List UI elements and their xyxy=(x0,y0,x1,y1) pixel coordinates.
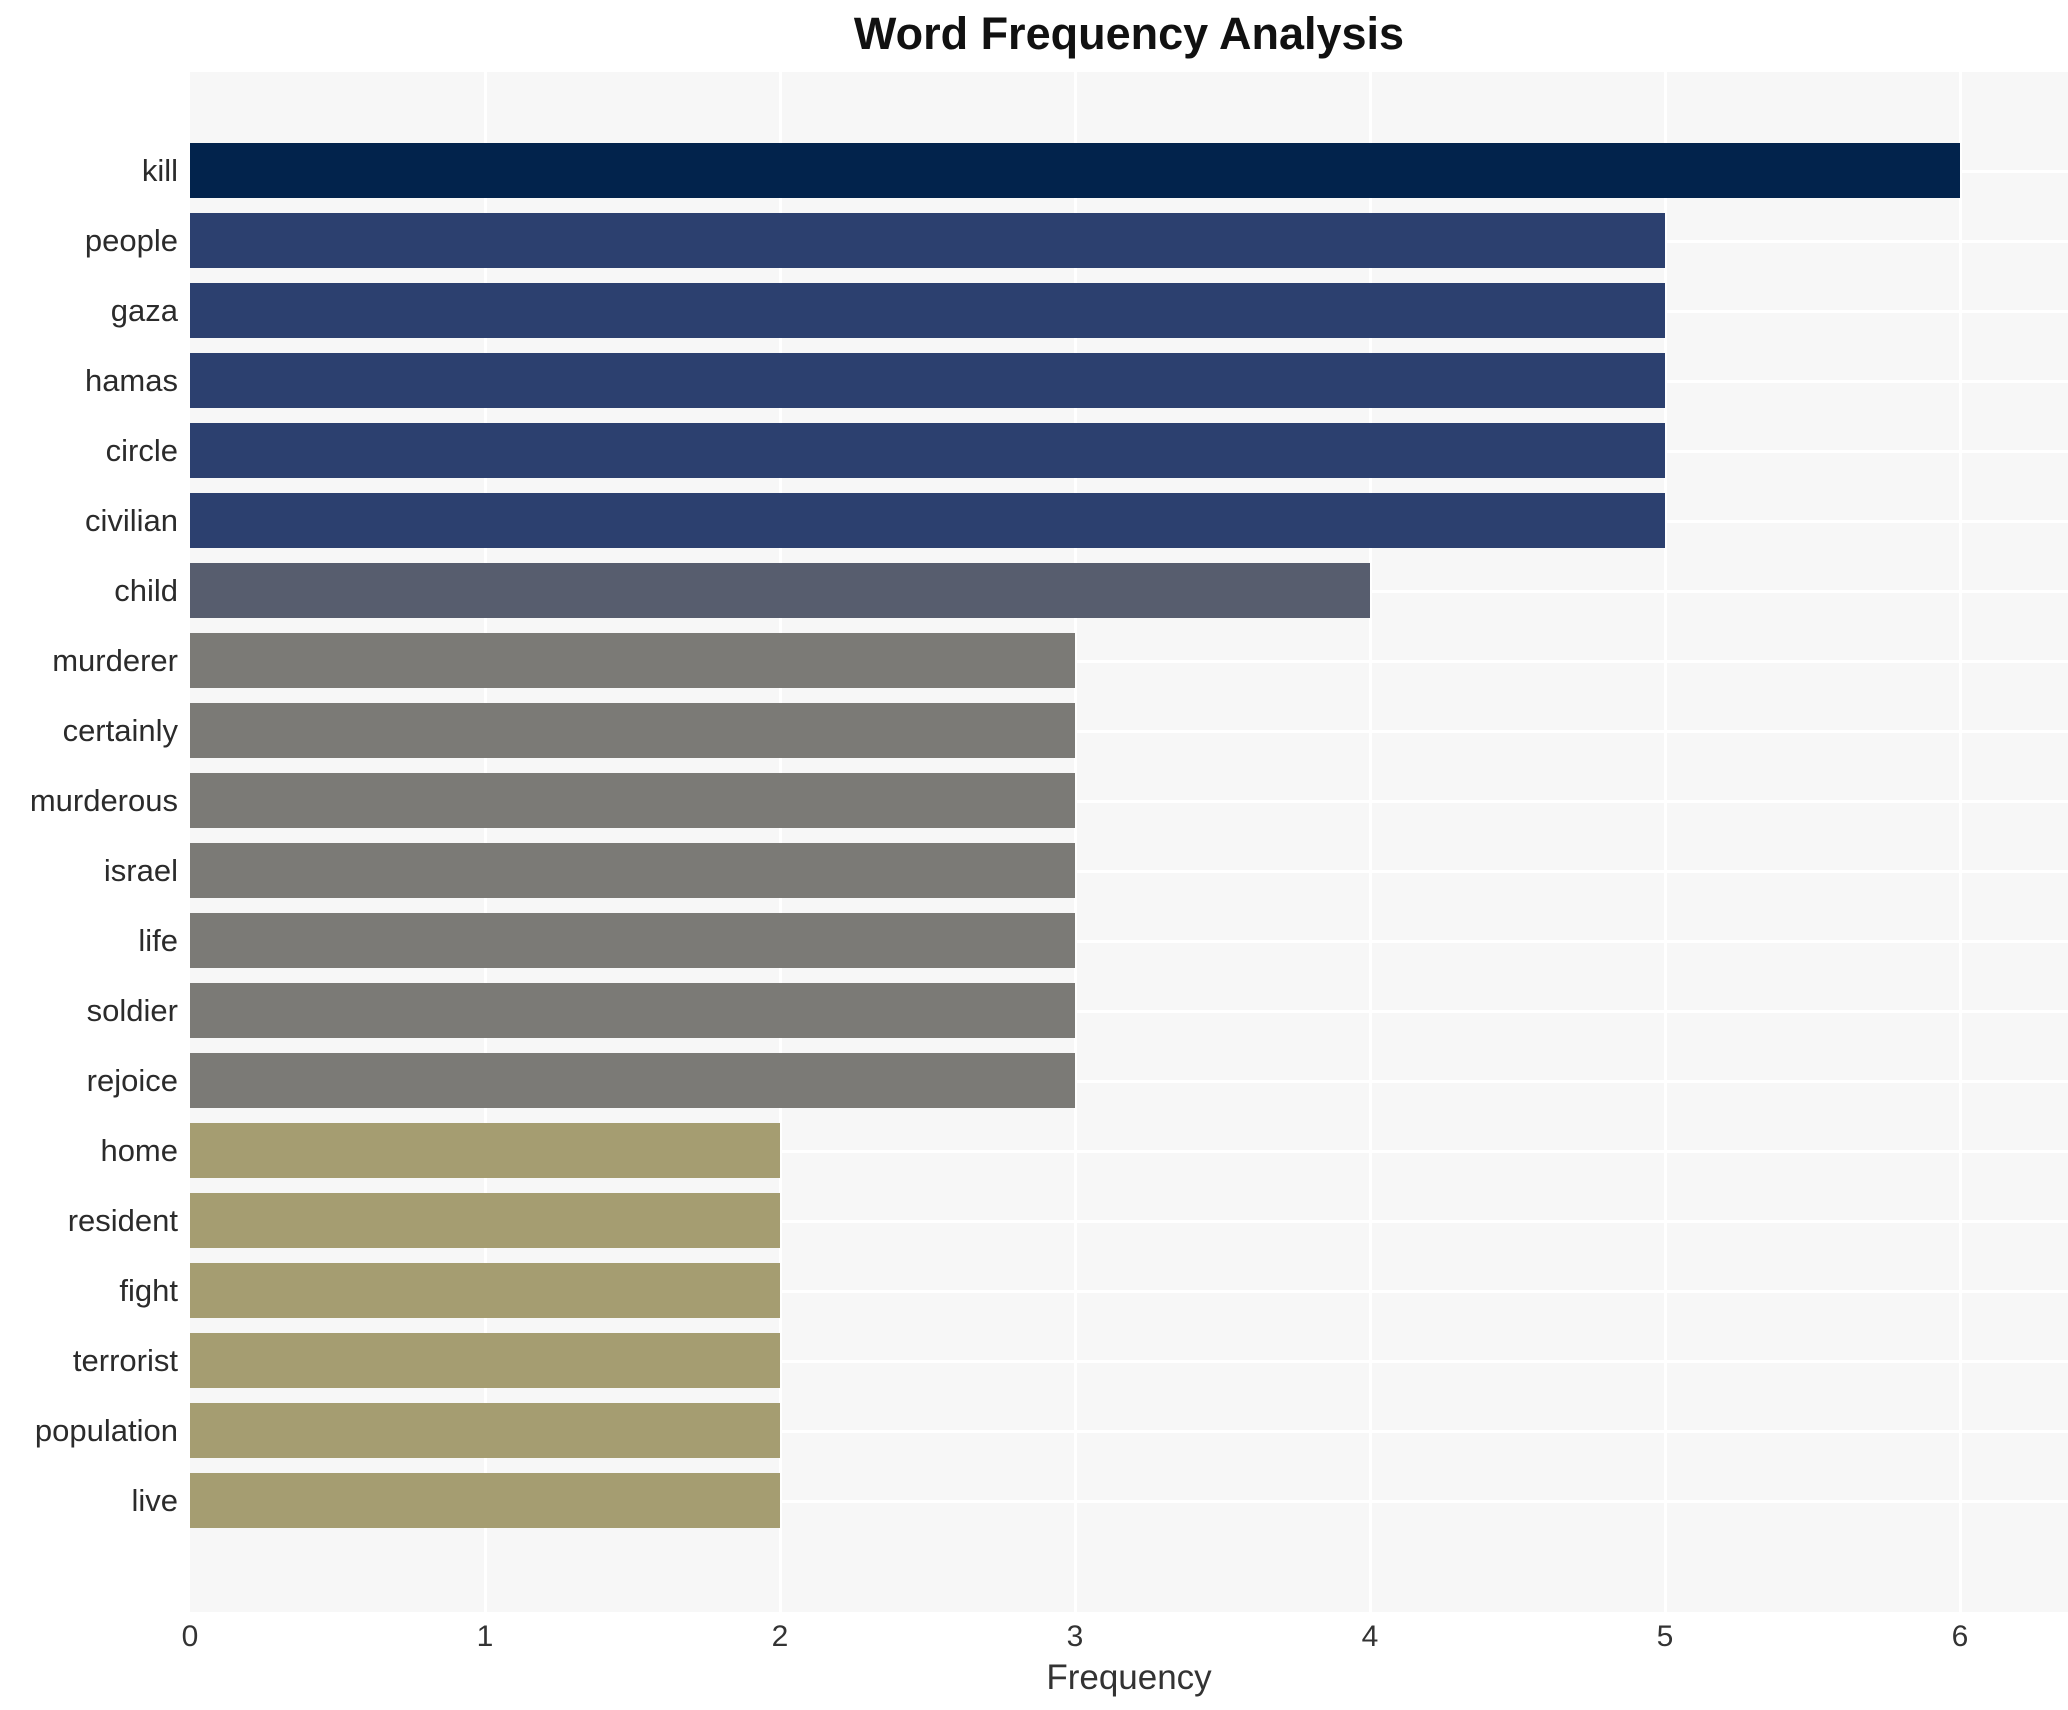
bar-life xyxy=(190,913,1075,968)
x-tick-label: 4 xyxy=(1361,1620,1379,1653)
gridline-horizontal xyxy=(190,1150,2068,1153)
bar-kill xyxy=(190,143,1960,198)
bar-fight xyxy=(190,1263,780,1318)
y-axis-label: home xyxy=(100,1133,178,1168)
bar-people xyxy=(190,213,1665,268)
y-axis-label: fight xyxy=(119,1273,178,1308)
bar-civilian xyxy=(190,493,1665,548)
y-axis-label: circle xyxy=(105,433,178,468)
gridline-vertical xyxy=(1369,72,1372,1612)
gridline-horizontal xyxy=(190,940,2068,943)
y-axis-label: rejoice xyxy=(86,1063,178,1098)
y-axis-label: life xyxy=(138,923,178,958)
bar-murderous xyxy=(190,773,1075,828)
gridline-vertical xyxy=(1959,72,1962,1612)
x-tick-label: 1 xyxy=(476,1620,494,1653)
y-axis-label: live xyxy=(131,1483,178,1518)
y-axis-label: gaza xyxy=(110,293,178,328)
y-axis-label: terrorist xyxy=(72,1343,178,1378)
gridline-horizontal xyxy=(190,1010,2068,1013)
gridline-horizontal xyxy=(190,1220,2068,1223)
bar-circle xyxy=(190,423,1665,478)
y-axis-label: civilian xyxy=(84,503,178,538)
bar-hamas xyxy=(190,353,1665,408)
y-axis-label: child xyxy=(114,573,178,608)
x-tick-label: 2 xyxy=(771,1620,789,1653)
y-axis-label: murderous xyxy=(29,783,178,818)
x-tick-label: 5 xyxy=(1656,1620,1674,1653)
plot-area xyxy=(190,72,2068,1612)
y-axis-label: certainly xyxy=(62,713,178,748)
bar-israel xyxy=(190,843,1075,898)
gridline-vertical xyxy=(484,72,487,1612)
gridline-horizontal xyxy=(190,660,2068,663)
bar-live xyxy=(190,1473,780,1528)
x-tick-label: 6 xyxy=(1951,1620,1969,1653)
bar-resident xyxy=(190,1193,780,1248)
bar-rejoice xyxy=(190,1053,1075,1108)
gridline-horizontal xyxy=(190,800,2068,803)
gridline-vertical xyxy=(1664,72,1667,1612)
gridline-horizontal xyxy=(190,1500,2068,1503)
y-axis-label: hamas xyxy=(84,363,178,398)
x-tick-label: 0 xyxy=(181,1620,199,1653)
y-axis-label: people xyxy=(84,223,178,258)
bar-population xyxy=(190,1403,780,1458)
bar-gaza xyxy=(190,283,1665,338)
y-axis-label: murderer xyxy=(52,643,178,678)
bar-murderer xyxy=(190,633,1075,688)
y-axis-label: soldier xyxy=(86,993,178,1028)
bar-certainly xyxy=(190,703,1075,758)
bar-home xyxy=(190,1123,780,1178)
gridline-vertical xyxy=(779,72,782,1612)
x-axis-title: Frequency xyxy=(1046,1658,1212,1697)
gridline-horizontal xyxy=(190,1430,2068,1433)
y-axis-label: population xyxy=(34,1413,178,1448)
gridline-vertical xyxy=(1074,72,1077,1612)
gridline-horizontal xyxy=(190,1080,2068,1083)
bar-soldier xyxy=(190,983,1075,1038)
bar-child xyxy=(190,563,1370,618)
gridline-horizontal xyxy=(190,870,2068,873)
y-axis-label: israel xyxy=(103,853,178,888)
x-tick-label: 3 xyxy=(1066,1620,1084,1653)
bar-terrorist xyxy=(190,1333,780,1388)
gridline-horizontal xyxy=(190,730,2068,733)
gridline-horizontal xyxy=(190,1290,2068,1293)
chart-title: Word Frequency Analysis xyxy=(853,8,1405,59)
y-axis-label: kill xyxy=(141,153,178,188)
gridline-horizontal xyxy=(190,1360,2068,1363)
y-axis-label: resident xyxy=(67,1203,178,1238)
